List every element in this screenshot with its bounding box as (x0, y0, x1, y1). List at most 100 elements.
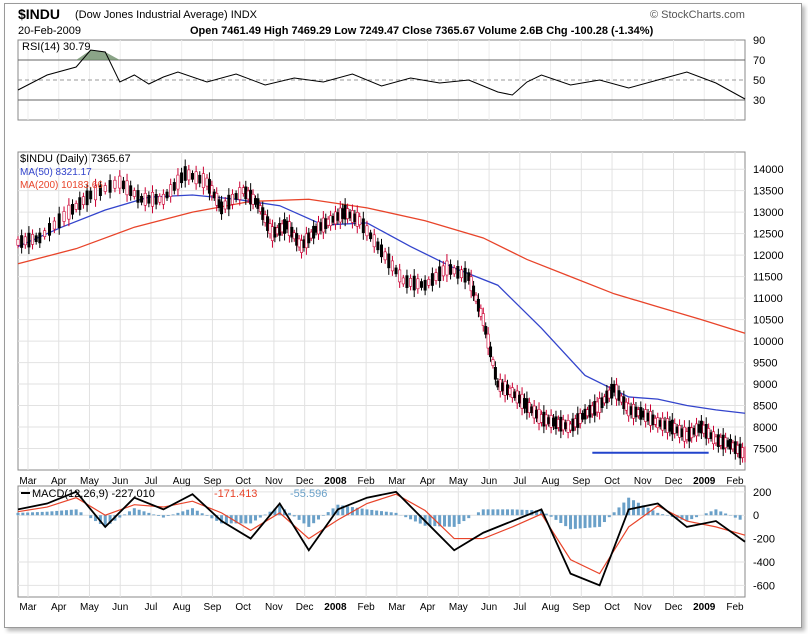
macd-histogram-bar (593, 515, 597, 528)
macd-tick-label: -400 (753, 557, 775, 569)
macd-histogram-bar (16, 512, 20, 516)
macd-histogram-bar (622, 502, 626, 516)
price-candle (661, 417, 665, 431)
price-candle (434, 272, 438, 281)
x-tick-label: Nov (265, 476, 283, 487)
price-candle (690, 427, 694, 439)
x-tick-label: 2009 (693, 602, 716, 613)
price-candle (486, 333, 490, 349)
macd-histogram-bar (215, 515, 219, 521)
price-candle (629, 406, 633, 415)
price-candle (721, 434, 725, 450)
macd-histogram-bar (380, 511, 383, 516)
price-candle (481, 313, 485, 326)
price-candle (489, 346, 493, 358)
macd-histogram-bar (370, 509, 374, 516)
price-candle (23, 236, 27, 246)
macd-histogram-bar (297, 515, 301, 520)
price-candle (430, 273, 434, 286)
price-candle (513, 391, 517, 399)
price-tick-label: 11000 (753, 293, 783, 305)
price-candle (338, 207, 342, 223)
price-tick-label: 13500 (753, 186, 784, 198)
price-candle (423, 279, 427, 291)
macd-histogram-bar (525, 509, 529, 516)
price-tick-label: 7500 (753, 444, 777, 456)
price-candle (34, 235, 38, 242)
price-candle (573, 418, 577, 428)
price-candle (456, 266, 460, 279)
macd-histogram-bar (89, 515, 93, 519)
price-candle (341, 208, 345, 219)
price-candle (602, 396, 606, 404)
x-tick-label: Mar (388, 476, 406, 487)
price-candle (369, 232, 373, 240)
price-candle (724, 437, 728, 449)
price-candle (212, 191, 216, 199)
x-tick-label: Dec (665, 476, 683, 487)
price-candle (336, 212, 340, 221)
x-tick-label: Jul (513, 602, 526, 613)
price-candle (668, 421, 672, 432)
x-tick-label: Mar (19, 602, 37, 613)
price-tick-label: 10000 (753, 336, 784, 348)
price-candle (564, 422, 568, 429)
macd-histogram-bar (428, 515, 432, 526)
price-candle (585, 409, 589, 417)
x-tick-label: 2009 (693, 476, 716, 487)
price-candle (445, 260, 449, 276)
price-candle (636, 409, 640, 417)
x-tick-label: Nov (265, 602, 283, 613)
price-candle (20, 235, 24, 248)
price-candle (143, 192, 147, 206)
price-candle (85, 190, 89, 206)
price-candle (319, 222, 323, 231)
price-candle (207, 179, 211, 194)
price-candle (648, 411, 652, 426)
panel-price (17, 151, 746, 471)
price-candle (554, 416, 558, 430)
price-candle (711, 431, 715, 445)
price-candle (547, 417, 551, 424)
x-tick-label: May (449, 476, 468, 487)
macd-histogram-bar (675, 515, 679, 519)
price-candle (180, 172, 184, 184)
price-tick-label: 8500 (753, 401, 777, 413)
price-candle (498, 379, 502, 392)
macd-histogram-bar (249, 515, 253, 524)
price-candle (121, 180, 125, 190)
price-candle (508, 387, 512, 395)
price-tick-label: 13000 (753, 207, 784, 219)
price-candle (273, 226, 277, 238)
x-tick-label: Jun (481, 476, 497, 487)
price-candle (653, 417, 657, 425)
price-candle (125, 180, 129, 196)
price-candle (463, 267, 467, 283)
macd-histogram-bar (452, 515, 456, 527)
price-candle (566, 420, 570, 433)
price-candle (699, 420, 703, 434)
price-candle (355, 212, 359, 227)
price-candle (412, 275, 416, 291)
price-candle (94, 185, 98, 201)
macd-histogram-bar (360, 508, 364, 516)
macd-histogram-bar (641, 505, 645, 516)
macd-histogram-bar (690, 515, 694, 520)
macd-histogram-bar (389, 512, 393, 516)
price-candle (632, 403, 636, 419)
price-candle (738, 443, 742, 459)
macd-histogram-bar (118, 515, 122, 518)
macd-histogram-bar (94, 515, 98, 522)
macd-histogram-bar (31, 512, 35, 516)
brand-logo: © StockCharts.com (650, 9, 745, 21)
ma50-line (17, 194, 746, 414)
macd-histogram-bar (564, 515, 568, 527)
macd-histogram-bar (157, 515, 161, 516)
macd-histogram-bar (384, 511, 388, 516)
x-tick-label: Feb (358, 476, 376, 487)
price-candle (353, 213, 357, 223)
price-candle (401, 277, 405, 285)
macd-histogram-bar (409, 515, 413, 520)
price-candle (244, 186, 248, 200)
x-tick-label: Sep (204, 476, 222, 487)
